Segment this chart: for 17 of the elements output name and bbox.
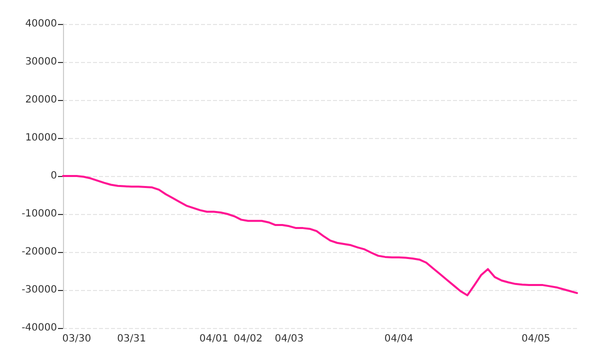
y-tick-label: -30000 xyxy=(22,284,57,296)
x-tick-label: 03/31 xyxy=(117,334,146,344)
y-tick-label: 40000 xyxy=(25,18,57,30)
x-tick-label: 04/01 xyxy=(199,334,228,344)
x-tick-label: 04/02 xyxy=(234,334,262,344)
y-tick-label: 10000 xyxy=(25,132,57,144)
x-tick-label: 04/04 xyxy=(384,334,414,344)
y-tick-label: 30000 xyxy=(25,56,57,68)
y-tick-label: 0 xyxy=(50,170,57,182)
line-series xyxy=(62,175,578,296)
y-tick-label: -20000 xyxy=(22,246,57,258)
y-tick-label: -10000 xyxy=(22,208,57,220)
y-tick-label: -40000 xyxy=(22,322,57,334)
y-tick-label: 20000 xyxy=(25,94,57,106)
x-tick-label: 04/05 xyxy=(521,334,550,344)
x-tick-label: 03/30 xyxy=(62,334,92,344)
x-tick-label: 04/03 xyxy=(274,334,304,344)
